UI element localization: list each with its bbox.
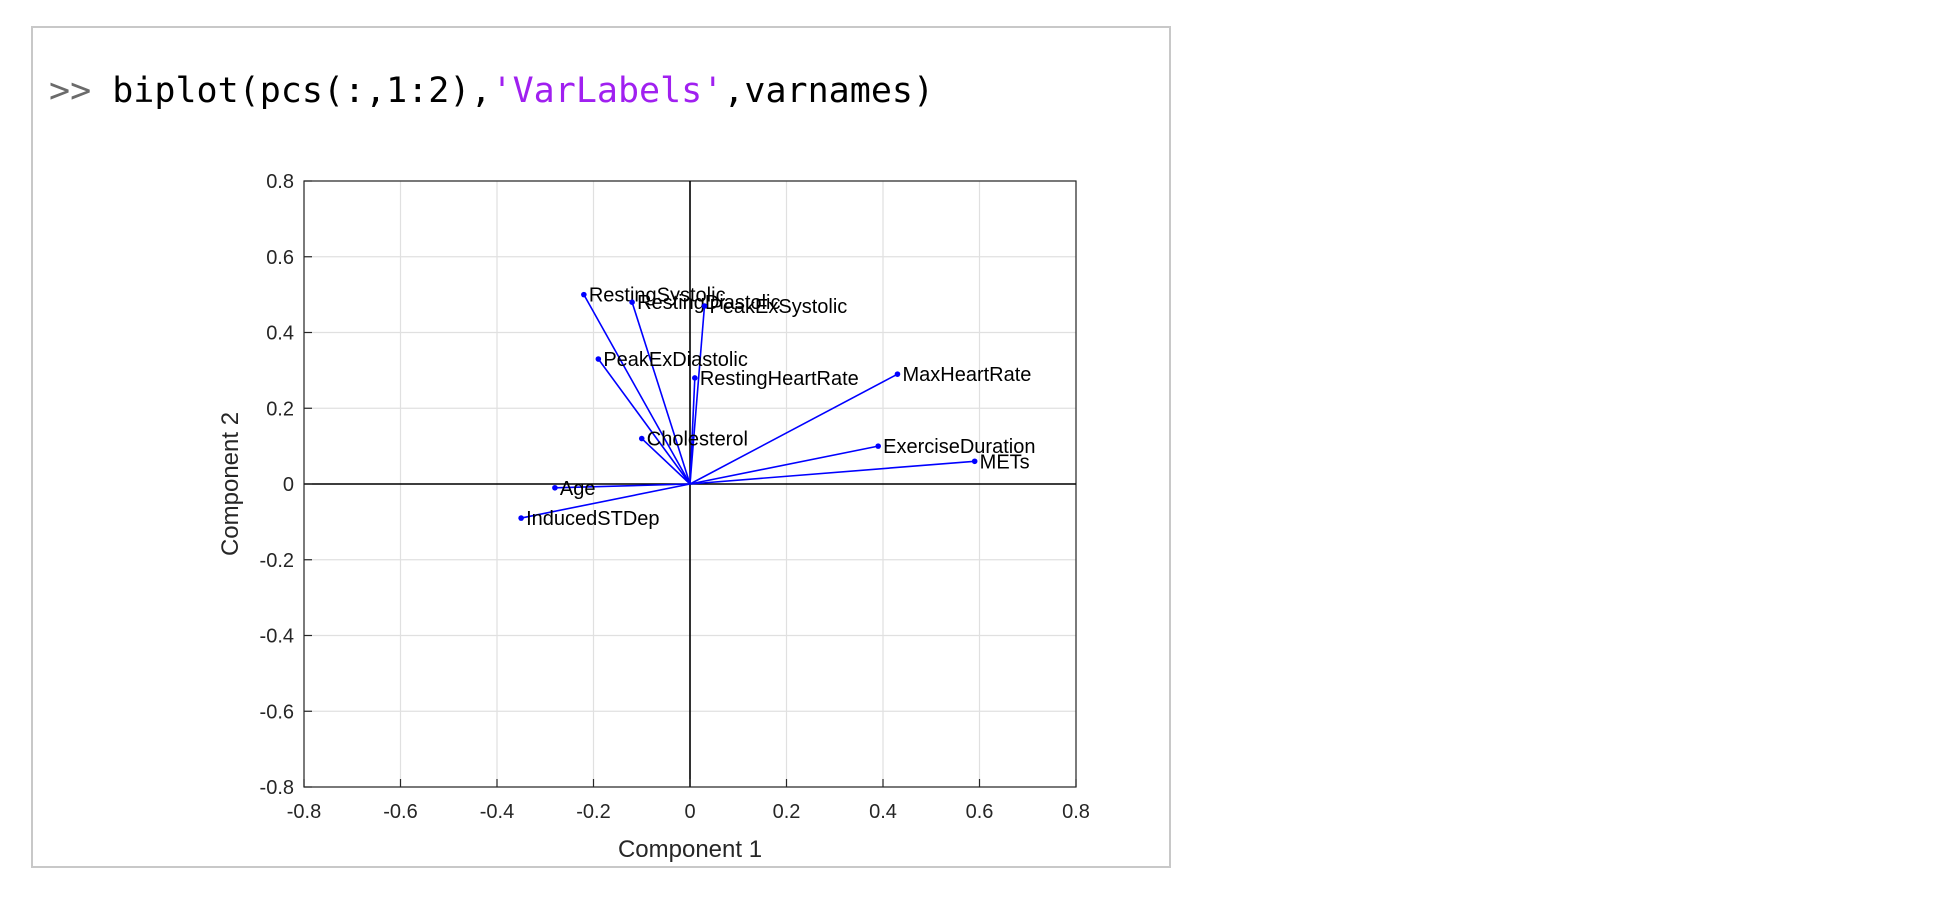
y-tick-label: -0.6 — [260, 701, 294, 723]
vector-point — [581, 291, 587, 298]
y-tick-label: 0.2 — [266, 398, 294, 420]
vector-point — [552, 484, 558, 491]
vector-line — [689, 305, 706, 485]
vector-line — [554, 483, 691, 489]
y-tick-label: 0.6 — [266, 247, 294, 269]
vector-label: MaxHeartRate — [902, 364, 1031, 386]
command-line: >> biplot(pcs(:,1:2),'VarLabels',varname… — [49, 66, 934, 116]
command-string-arg: 'VarLabels' — [491, 71, 724, 111]
vector-line — [689, 445, 879, 485]
x-tick-label: 0 — [684, 801, 695, 823]
x-tick-label: 0.4 — [869, 801, 897, 823]
y-tick-label: -0.4 — [260, 626, 294, 648]
vector-label: PeakExSystolic — [709, 296, 847, 318]
vector-label: Cholesterol — [647, 429, 748, 451]
vector-point — [629, 299, 635, 306]
x-tick-label: 0.2 — [773, 801, 801, 823]
x-tick-label: -0.2 — [576, 801, 610, 823]
vector-line — [520, 483, 691, 519]
y-axis-label: Component 2 — [217, 412, 244, 556]
vector-line — [597, 358, 691, 485]
vector-label: RestingDiastolic — [637, 292, 780, 314]
vector-point — [692, 375, 698, 381]
vector-label: InducedSTDep — [526, 508, 659, 530]
x-tick-label: 0.8 — [1062, 801, 1090, 823]
vector-line — [641, 437, 691, 485]
x-tick-label: -0.4 — [480, 801, 514, 823]
vector-point — [875, 443, 881, 449]
vector-point — [894, 371, 901, 377]
vector-point — [701, 303, 708, 309]
vector-label: PeakExDiastolic — [603, 349, 748, 371]
command-code-tail: ,varnames) — [723, 71, 935, 111]
x-axis-label: Component 1 — [618, 836, 762, 863]
vector-point — [518, 515, 524, 521]
y-tick-label: -0.2 — [260, 550, 294, 572]
vector-line — [583, 294, 691, 485]
y-tick-label: -0.8 — [260, 777, 294, 799]
vector-point — [971, 458, 978, 465]
code-output-panel: >> biplot(pcs(:,1:2),'VarLabels',varname… — [31, 26, 1171, 868]
x-tick-label: 0.6 — [966, 801, 994, 823]
vector-line — [689, 373, 898, 485]
vector-label: RestingSystolic — [589, 285, 726, 307]
vector-label: ExerciseDuration — [883, 436, 1035, 458]
y-tick-label: 0.4 — [266, 323, 294, 345]
vector-line — [689, 377, 696, 485]
command-prompt: >> — [49, 71, 92, 111]
vector-label: RestingHeartRate — [700, 368, 859, 390]
biplot-chart: -0.8 -0.6 -0.4 -0.2 0 0.2 0.4 0.6 0.8 -0.8 -0.6 -0.… — [217, 171, 1090, 863]
vector-label: Age — [560, 478, 596, 500]
vector-line — [631, 301, 691, 485]
y-tick-label: 0.8 — [266, 171, 294, 193]
y-tick-label: 0 — [283, 474, 294, 496]
x-tick-label: -0.8 — [287, 801, 321, 823]
x-tick-label: -0.6 — [383, 801, 417, 823]
command-code: biplot(pcs(:,1:2), — [91, 71, 492, 111]
vector-point — [595, 356, 602, 362]
vector-label: METs — [980, 451, 1030, 473]
vector-point — [638, 435, 645, 442]
vector-line — [689, 460, 975, 485]
